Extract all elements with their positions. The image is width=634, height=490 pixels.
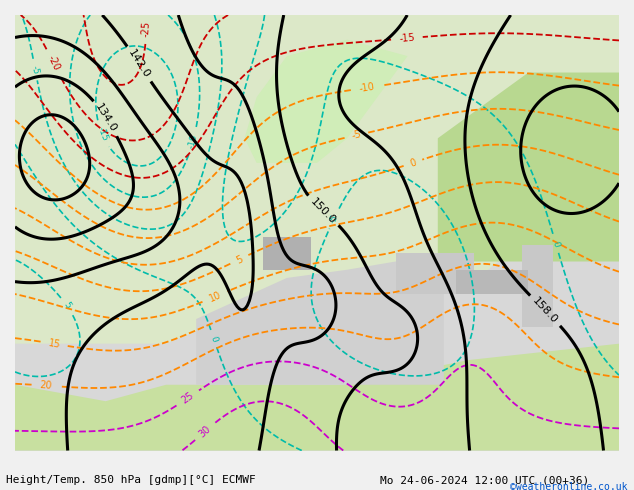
Polygon shape [15,343,619,450]
Text: -5: -5 [30,64,41,75]
Polygon shape [15,15,619,343]
Text: 10: 10 [207,290,223,304]
Polygon shape [396,253,474,294]
Text: -25: -25 [141,21,152,37]
Text: 134.0: 134.0 [94,102,119,134]
Text: -15: -15 [399,33,415,44]
Polygon shape [456,270,528,294]
Polygon shape [522,245,553,327]
Text: 142.0: 142.0 [126,48,152,80]
Text: -5: -5 [351,129,362,141]
Polygon shape [196,253,444,385]
Polygon shape [262,237,311,270]
Text: 20: 20 [39,380,52,391]
Text: Mo 24-06-2024 12:00 UTC (00+36): Mo 24-06-2024 12:00 UTC (00+36) [380,475,590,485]
Text: -10: -10 [187,133,199,149]
Polygon shape [245,40,408,163]
Text: 5: 5 [234,253,244,265]
Text: -10: -10 [358,81,375,94]
Text: Height/Temp. 850 hPa [gdmp][°C] ECMWF: Height/Temp. 850 hPa [gdmp][°C] ECMWF [6,475,256,485]
Text: -20: -20 [46,53,61,72]
Polygon shape [438,73,619,262]
Text: 30: 30 [197,423,213,439]
Text: -5: -5 [328,213,340,224]
Text: 0: 0 [551,240,561,248]
Text: 0: 0 [209,335,219,343]
Text: -15: -15 [95,125,109,143]
Text: 15: 15 [47,338,61,350]
Text: 150.0: 150.0 [308,196,337,226]
Text: 0: 0 [408,157,418,169]
Text: ©weatheronline.co.uk: ©weatheronline.co.uk [510,483,628,490]
Text: 158.0: 158.0 [531,295,560,326]
Text: 5: 5 [61,300,72,310]
Text: 25: 25 [180,391,196,406]
